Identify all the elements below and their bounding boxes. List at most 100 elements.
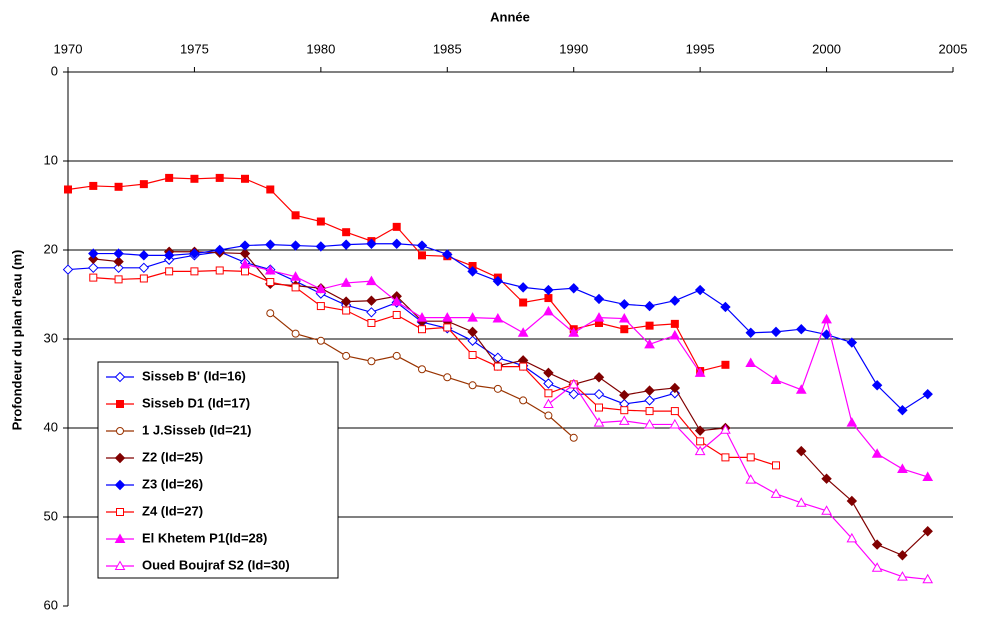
legend-label: Z4 (Id=27): [142, 503, 203, 518]
marker: [163, 250, 175, 261]
marker: [846, 417, 858, 427]
marker: [215, 266, 224, 275]
marker: [620, 406, 629, 415]
marker: [821, 473, 832, 484]
marker: [366, 307, 377, 318]
y-tick-label: 20: [44, 241, 58, 256]
marker: [770, 326, 782, 338]
x-tick-label: 1975: [180, 41, 209, 56]
marker: [569, 433, 578, 442]
marker: [89, 273, 98, 282]
marker: [113, 256, 124, 267]
marker: [441, 312, 453, 322]
marker: [871, 380, 883, 391]
marker: [897, 571, 908, 581]
marker: [696, 437, 705, 446]
marker: [669, 329, 681, 340]
legend-label: Sisseb D1 (Id=17): [142, 395, 250, 410]
marker: [239, 240, 251, 251]
marker: [392, 351, 401, 360]
marker: [418, 251, 426, 260]
x-tick-label: 1995: [686, 41, 715, 56]
marker: [315, 241, 327, 252]
marker: [139, 180, 148, 189]
marker: [165, 173, 174, 182]
marker: [138, 262, 150, 274]
marker: [519, 362, 528, 371]
marker: [493, 384, 502, 393]
marker: [644, 338, 655, 349]
marker: [871, 448, 883, 458]
marker: [897, 404, 908, 416]
marker: [392, 222, 401, 231]
marker: [669, 418, 681, 429]
marker: [770, 374, 782, 384]
y-tick-label: 30: [44, 330, 58, 345]
marker: [468, 351, 477, 360]
legend-label: Sisseb B' (Id=16): [142, 368, 246, 383]
marker: [418, 325, 426, 334]
marker: [517, 282, 529, 293]
marker: [846, 337, 858, 348]
marker: [62, 264, 74, 275]
marker: [342, 351, 351, 360]
marker: [568, 283, 579, 294]
marker: [644, 395, 655, 406]
legend-label: El Khetem P1(Id=28): [142, 530, 267, 545]
marker: [468, 381, 477, 390]
marker: [796, 445, 807, 457]
marker: [871, 562, 883, 572]
x-tick-label: 2005: [939, 41, 968, 56]
marker: [266, 185, 275, 194]
marker: [492, 313, 504, 323]
series-line: [93, 243, 929, 411]
marker: [416, 240, 428, 251]
legend-label: 1 J.Sisseb (Id=21): [142, 422, 251, 437]
marker: [720, 301, 731, 313]
marker: [266, 309, 275, 318]
marker: [88, 248, 99, 259]
marker: [746, 453, 755, 462]
marker: [745, 357, 757, 368]
legend-label: Z3 (Id=26): [142, 476, 203, 491]
marker: [593, 388, 605, 400]
marker: [467, 335, 478, 346]
marker: [871, 539, 883, 550]
marker: [593, 312, 605, 322]
marker: [418, 365, 426, 374]
legend-label: Z2 (Id=25): [142, 449, 203, 464]
y-tick-label: 50: [44, 508, 58, 523]
marker: [290, 271, 301, 281]
marker: [795, 497, 807, 507]
marker: [241, 267, 249, 276]
marker: [721, 453, 730, 462]
marker: [821, 505, 832, 515]
marker: [340, 239, 352, 250]
marker: [543, 367, 554, 379]
marker: [64, 185, 72, 194]
marker: [669, 295, 681, 306]
marker: [239, 258, 251, 269]
marker: [670, 407, 679, 416]
marker: [618, 313, 630, 323]
marker: [189, 248, 200, 259]
x-tick-label: 1985: [433, 41, 462, 56]
marker: [645, 321, 654, 330]
marker: [467, 312, 478, 322]
marker: [316, 302, 325, 311]
series-line: [548, 383, 928, 580]
marker: [214, 244, 225, 256]
legend-marker: [114, 479, 126, 491]
marker: [442, 249, 453, 260]
marker: [264, 264, 276, 275]
marker: [595, 403, 603, 412]
marker: [770, 488, 782, 498]
marker: [290, 240, 301, 251]
marker: [114, 275, 123, 284]
marker: [795, 384, 807, 394]
marker: [922, 573, 934, 584]
marker: [593, 417, 605, 427]
y-tick-label: 0: [51, 63, 58, 78]
marker: [190, 174, 199, 183]
